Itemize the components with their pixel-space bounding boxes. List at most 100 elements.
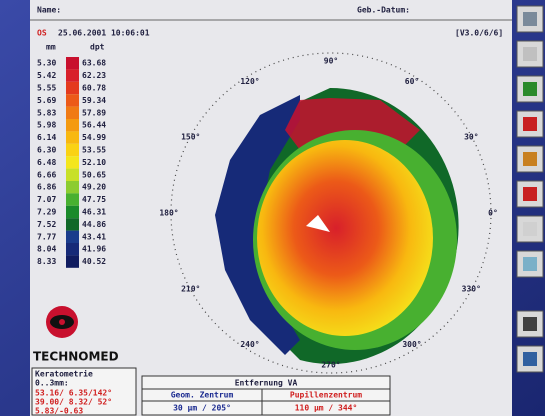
scale-dpt: 49.20: [82, 183, 106, 192]
angle-label: 300°: [402, 340, 421, 349]
scale-mm: 8.33: [37, 257, 56, 266]
scale-swatch: [66, 243, 79, 256]
scale-mm: 6.48: [37, 158, 56, 167]
scale-swatch: [66, 156, 79, 169]
scale-swatch: [66, 106, 79, 119]
scale-swatch: [66, 69, 79, 82]
toolbar-button[interactable]: [516, 180, 544, 208]
scale-dpt: 63.68: [82, 59, 106, 68]
toolbar-icon: [523, 317, 537, 331]
scale-swatch: [66, 131, 79, 144]
distance-title: Entfernung VA: [235, 379, 298, 388]
scale-swatch: [66, 218, 79, 231]
scale-dpt: 59.34: [82, 96, 106, 105]
eye-label: OS: [37, 29, 47, 38]
scale-swatch: [66, 94, 79, 107]
scale-dpt: 54.99: [82, 133, 106, 142]
name-label: Name:: [37, 6, 61, 15]
scale-dpt: 57.89: [82, 108, 106, 117]
toolbar-button[interactable]: [516, 215, 544, 243]
logo-dot: [59, 319, 65, 325]
scale-mm: 5.42: [37, 71, 56, 80]
scale-dpt: 44.86: [82, 220, 106, 229]
distance-header: Pupillenzentrum: [290, 390, 362, 400]
scale-mm: 7.77: [37, 232, 56, 241]
distance-box: [141, 375, 391, 416]
scale-dpt: 46.31: [82, 208, 106, 217]
scale-mm: 6.66: [37, 170, 56, 179]
toolbar-icon: [523, 47, 537, 61]
scale-mm: 6.86: [37, 183, 56, 192]
scale-swatch: [66, 193, 79, 206]
kerato-zone: 0..3mm:: [35, 379, 69, 388]
distance-header: Geom. Zentrum: [171, 391, 234, 400]
toolbar-icon: [523, 187, 537, 201]
angle-label: 150°: [181, 133, 200, 142]
topography-map: [170, 52, 492, 374]
distance-value: 110 µm / 344°: [295, 404, 358, 413]
angle-label: 0°: [488, 209, 498, 218]
scale-dpt: 47.75: [82, 195, 106, 204]
scale-dpt: 41.96: [82, 245, 106, 254]
scale-swatch: [66, 255, 79, 268]
angle-label: 30°: [464, 133, 478, 142]
scale-swatch: [66, 57, 79, 70]
toolbar-icon: [523, 257, 537, 271]
scale-swatch: [66, 181, 79, 194]
toolbar-icon: [523, 222, 537, 236]
scale-mm: 8.04: [37, 245, 56, 254]
zone-core: [257, 140, 433, 336]
kerato-line: 53.16/ 6.35/142°: [35, 389, 112, 398]
scale-mm: 5.30: [37, 59, 56, 68]
scale-dpt: 50.65: [82, 170, 106, 179]
keratometry-box: [31, 367, 137, 416]
toolbar-icon: [523, 82, 537, 96]
scale-mm: 5.98: [37, 121, 56, 130]
scale-mm: 7.07: [37, 195, 56, 204]
scale-mm: 7.52: [37, 220, 56, 229]
angle-label: 60°: [405, 77, 419, 86]
kerato-line: 39.00/ 8.32/ 52°: [35, 398, 112, 407]
dpt-header: dpt: [90, 43, 105, 52]
color-scale: 5.30 63.68 5.42 62.23 5.55 60.78 5.69 59.34 5.83…: [37, 57, 106, 268]
version: [V3.0/6/6]: [455, 29, 503, 38]
scale-mm: 7.29: [37, 208, 56, 217]
angle-labels: 90° 60° 30° 0° 330° 300° 270° 240° 210° 180° 150° 1…: [159, 57, 497, 370]
angle-label: 240°: [240, 340, 259, 349]
angle-label: 180°: [159, 209, 178, 218]
toolbar: [516, 5, 544, 373]
center-mark: [306, 215, 330, 232]
scale-dpt: 43.41: [82, 232, 106, 241]
scale-mm: 6.30: [37, 146, 56, 155]
angle-label: 270°: [321, 361, 340, 370]
reference-circle: [170, 52, 492, 374]
scale-mm: 5.55: [37, 84, 56, 93]
scale-swatch: [66, 230, 79, 243]
scale-dpt: 52.10: [82, 158, 106, 167]
angle-label: 120°: [240, 77, 259, 86]
angle-label: 210°: [181, 285, 200, 294]
angle-label: 90°: [324, 57, 338, 66]
scale-dpt: 40.52: [82, 257, 106, 266]
scale-mm: 5.83: [37, 108, 56, 117]
scale-swatch: [66, 168, 79, 181]
scale-mm: 5.69: [37, 96, 56, 105]
mm-header: mm: [46, 43, 56, 52]
toolbar-icon: [523, 152, 537, 166]
scale-dpt: 56.44: [82, 121, 106, 130]
datetime: 25.06.2001 10:06:01: [58, 29, 150, 38]
scale-swatch: [66, 205, 79, 219]
angle-label: 330°: [462, 285, 481, 294]
kerato-line: 5.83/-0.63: [35, 407, 83, 416]
scale-swatch: [66, 143, 79, 157]
scale-dpt: 62.23: [82, 71, 106, 80]
scale-dpt: 60.78: [82, 84, 106, 93]
distance-value: 30 µm / 205°: [173, 404, 231, 413]
toolbar-icon: [523, 117, 537, 131]
scale-swatch: [66, 81, 79, 95]
scale-dpt: 53.55: [82, 146, 106, 155]
birth-label: Geb.-Datum:: [357, 6, 410, 15]
logo-text: TECHNOMED: [33, 350, 119, 364]
scale-swatch: [66, 119, 79, 132]
